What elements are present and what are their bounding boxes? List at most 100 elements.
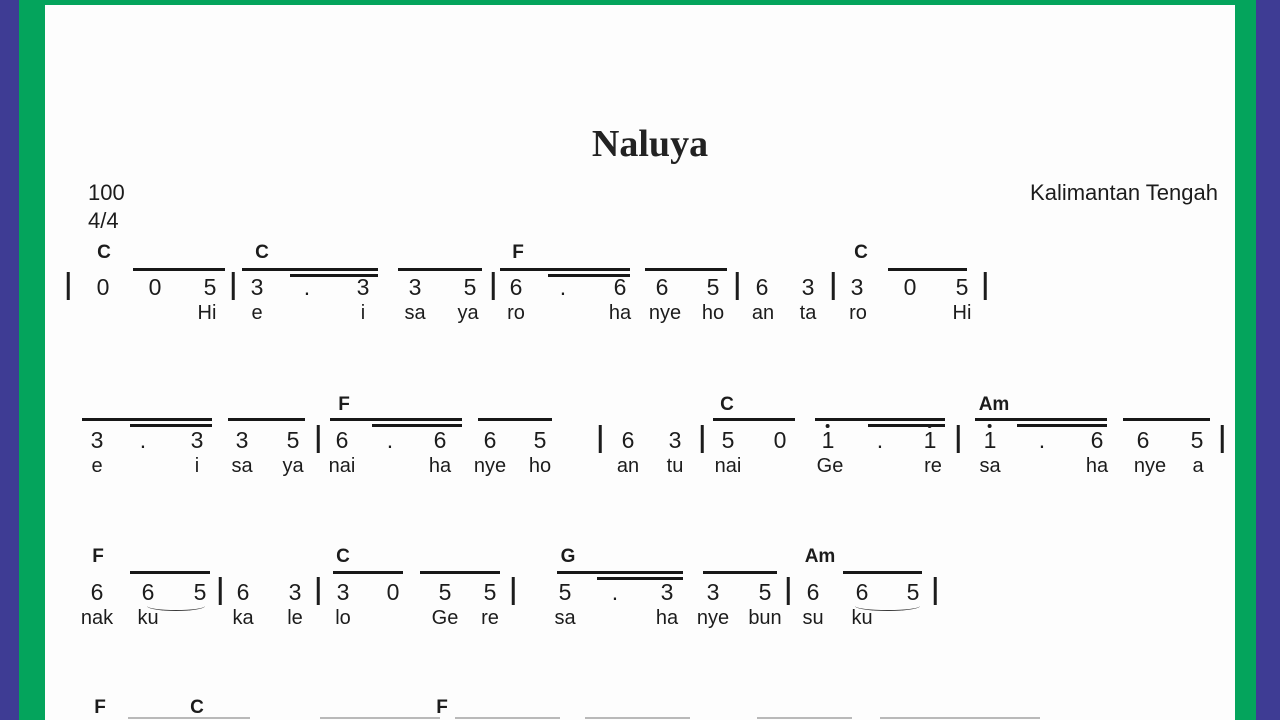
lyric-syllable: ku: [851, 607, 873, 629]
beam-line: [455, 717, 560, 719]
note-digit: 3: [356, 274, 370, 300]
octave-dot: [987, 424, 992, 428]
note-digit: 1: [984, 424, 996, 452]
note-digit: 6: [655, 274, 669, 300]
note-digit: 5: [906, 579, 920, 605]
note-digit: 3: [660, 579, 674, 605]
barline: [1220, 425, 1224, 453]
tempo-value: 100: [88, 180, 125, 205]
barline: [933, 577, 937, 605]
beam-line: [133, 268, 225, 271]
chord-label: Am: [804, 546, 836, 567]
chord-label: C: [720, 394, 734, 415]
note-digit: .: [303, 274, 311, 300]
lyric-syllable: ha: [608, 302, 632, 324]
lyric-syllable: Hi: [197, 302, 217, 324]
note-digit: 5: [721, 427, 735, 453]
note-digit: 3: [336, 579, 350, 605]
note-digit: 3: [235, 427, 249, 453]
note-digit: 5: [463, 274, 477, 300]
note-digit: 5: [193, 579, 207, 605]
chord-label: C: [97, 242, 111, 263]
beam-line: [757, 717, 852, 719]
barline: [786, 577, 790, 605]
lyric-syllable: bun: [748, 607, 782, 629]
lyric-syllable: nye: [696, 607, 730, 629]
octave-dot: [825, 424, 830, 428]
note-digit: 6: [621, 427, 635, 453]
note-digit: .: [139, 427, 147, 453]
region-label: Kalimantan Tengah: [1030, 180, 1218, 205]
beam-line: [228, 418, 305, 421]
beam-line: [420, 571, 500, 574]
lyric-syllable: re: [481, 607, 499, 629]
lyric-syllable: ta: [799, 302, 817, 324]
beam-line: [815, 418, 945, 421]
note-digit: 5: [438, 579, 452, 605]
beam-line: [320, 717, 440, 719]
note-digit: 3: [288, 579, 302, 605]
slur-arc: [855, 601, 920, 611]
slur-arc: [147, 601, 205, 611]
lyric-syllable: Ge: [431, 607, 459, 629]
note-digit: 6: [236, 579, 250, 605]
lyric-syllable: sa: [231, 455, 253, 477]
right-purple-stripe: [1256, 0, 1280, 720]
beam-line: [548, 274, 630, 277]
lyric-syllable: ho: [701, 302, 725, 324]
beam-line: [597, 577, 683, 580]
lyric-syllable: i: [194, 455, 200, 477]
lyric-syllable: ro: [849, 302, 867, 324]
note-digit: 1: [924, 424, 936, 452]
lyric-syllable: an: [751, 302, 775, 324]
beam-line: [128, 717, 250, 719]
beam-line: [130, 424, 212, 427]
lyric-syllable: Hi: [952, 302, 972, 324]
note-digit: 6: [90, 579, 104, 605]
beam-line: [330, 418, 462, 421]
lyric-syllable: ha: [655, 607, 679, 629]
beam-line: [557, 571, 683, 574]
note-digit: 3: [706, 579, 720, 605]
beam-line: [868, 424, 945, 427]
chord-label: Am: [978, 394, 1010, 415]
barline: [316, 425, 320, 453]
barline: [218, 577, 222, 605]
beam-line: [1017, 424, 1107, 427]
note-digit: 0: [148, 274, 162, 300]
note-digit: 5: [558, 579, 572, 605]
chord-label: C: [255, 242, 269, 263]
lyric-syllable: nak: [80, 607, 114, 629]
lyric-syllable: nai: [328, 455, 356, 477]
note-digit: 5: [483, 579, 497, 605]
beam-line: [843, 571, 922, 574]
note-digit: 1: [822, 424, 834, 452]
barline: [511, 577, 515, 605]
beam-line: [290, 274, 378, 277]
note-digit: 0: [96, 274, 110, 300]
beam-line: [242, 268, 378, 271]
note-digit: 6: [141, 579, 155, 605]
top-green-stripe: [45, 0, 1235, 5]
beam-line: [333, 571, 403, 574]
note-digit: 3: [801, 274, 815, 300]
beam-line: [713, 418, 795, 421]
lyric-syllable: ka: [232, 607, 254, 629]
barline: [66, 272, 70, 300]
note-digit: 0: [903, 274, 917, 300]
lyric-syllable: nye: [648, 302, 682, 324]
note-digit: .: [386, 427, 394, 453]
chord-label: C: [854, 242, 868, 263]
note-digit: 0: [386, 579, 400, 605]
lyric-syllable: ho: [528, 455, 552, 477]
note-digit: 3: [250, 274, 264, 300]
lyric-syllable: i: [360, 302, 366, 324]
note-digit: .: [1038, 427, 1046, 453]
left-green-stripe: [19, 0, 45, 720]
beam-line: [975, 418, 1107, 421]
lyric-syllable: e: [91, 455, 103, 477]
note-digit: 0: [773, 427, 787, 453]
lyric-syllable: tu: [666, 455, 684, 477]
beam-line: [1123, 418, 1210, 421]
